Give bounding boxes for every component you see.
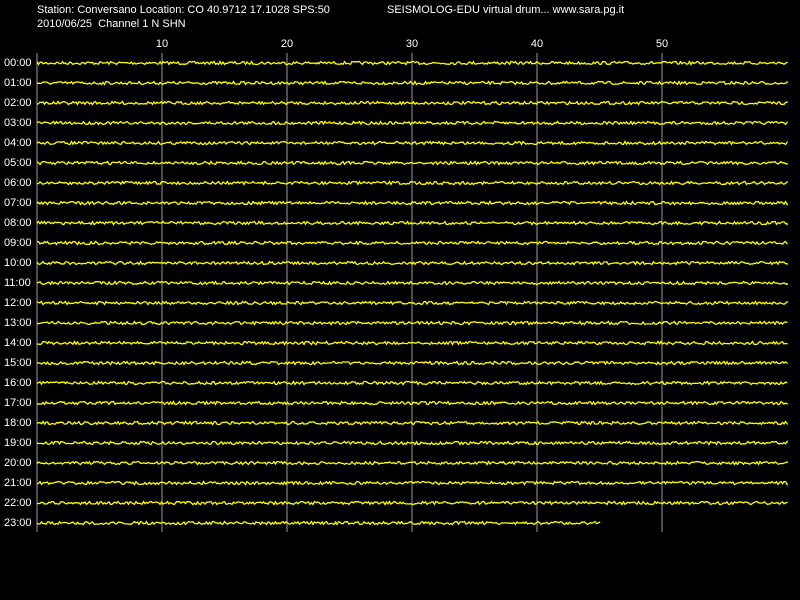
y-tick-label: 09:00 — [4, 237, 32, 249]
x-tick-label: 20 — [281, 38, 293, 50]
y-tick-label: 17:00 — [4, 397, 32, 409]
trace — [36, 380, 788, 386]
trace — [36, 140, 788, 146]
trace — [36, 300, 788, 306]
y-tick-label: 01:00 — [4, 77, 32, 89]
x-tick-label: 40 — [531, 38, 543, 50]
chart-title: Station: Conversano Location: CO 40.9712… — [37, 4, 330, 16]
y-tick-label: 06:00 — [4, 177, 32, 189]
y-tick-label: 11:00 — [4, 277, 31, 289]
y-tick-label: 18:00 — [4, 417, 32, 429]
trace — [36, 360, 788, 366]
trace — [37, 240, 788, 246]
y-tick-label: 12:00 — [4, 297, 32, 309]
trace — [36, 120, 788, 126]
y-tick-label: 04:00 — [4, 137, 32, 149]
trace — [36, 520, 601, 526]
y-tick-label: 23:00 — [4, 517, 32, 529]
x-tick-label: 50 — [656, 38, 668, 50]
trace — [36, 160, 788, 166]
y-tick-label: 16:00 — [4, 377, 32, 389]
trace — [36, 280, 788, 286]
y-tick-label: 21:00 — [4, 477, 32, 489]
y-tick-label: 14:00 — [4, 337, 32, 349]
y-tick-label: 02:00 — [4, 97, 32, 109]
trace — [36, 80, 788, 86]
y-tick-label: 07:00 — [4, 197, 32, 209]
y-tick-label: 05:00 — [4, 157, 32, 169]
x-tick-label: 30 — [406, 38, 418, 50]
y-tick-label: 08:00 — [4, 217, 32, 229]
y-tick-label: 15:00 — [4, 357, 32, 369]
trace — [36, 200, 788, 207]
trace — [36, 400, 788, 406]
x-tick-label: 10 — [156, 38, 168, 50]
trace — [36, 260, 788, 266]
trace — [36, 500, 788, 506]
annotation: SEISMOLOG-EDU virtual drum... www.sara.p… — [387, 4, 624, 16]
y-tick-label: 22:00 — [4, 497, 32, 509]
trace — [36, 320, 788, 326]
trace — [36, 60, 788, 66]
trace — [37, 180, 788, 186]
y-tick-label: 20:00 — [4, 457, 32, 469]
y-tick-label: 03:00 — [4, 117, 32, 129]
y-tick-label: 00:00 — [4, 57, 32, 69]
trace — [36, 100, 788, 106]
trace — [36, 340, 788, 346]
trace — [36, 460, 788, 466]
trace — [36, 220, 788, 226]
y-tick-label: 13:00 — [4, 317, 32, 329]
y-tick-label: 10:00 — [4, 257, 32, 269]
trace — [36, 439, 788, 446]
trace — [36, 420, 788, 426]
trace — [36, 480, 788, 487]
y-tick-label: 19:00 — [4, 437, 32, 449]
chart-subtitle: 2010/06/25 Channel 1 N SHN — [37, 18, 186, 30]
